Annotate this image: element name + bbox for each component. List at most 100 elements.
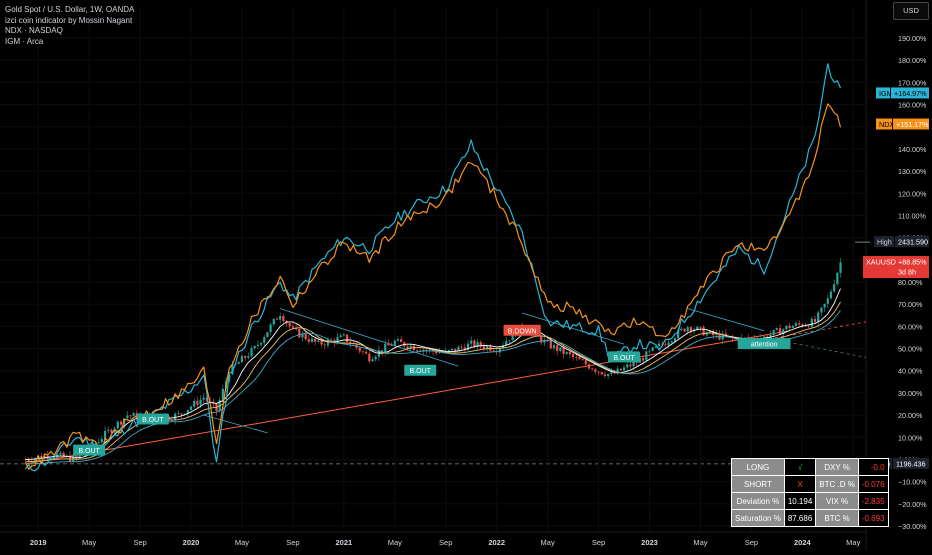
candle-body xyxy=(240,356,244,363)
candle-body xyxy=(836,272,839,285)
high-value-text: 2431.590 xyxy=(898,238,928,247)
candle-body xyxy=(435,351,438,354)
candle-body xyxy=(189,406,193,410)
candle-body xyxy=(314,338,317,342)
y-tick-label: 170.00% xyxy=(898,78,927,87)
candle-body xyxy=(661,343,664,345)
currency-button[interactable]: USD xyxy=(893,2,929,20)
candle-body xyxy=(333,339,336,343)
candle-body xyxy=(339,335,342,338)
candle-body xyxy=(193,400,196,407)
candle-body xyxy=(393,340,396,346)
candle-body xyxy=(807,325,810,327)
candle-body xyxy=(591,368,594,370)
x-tick-label: 2024 xyxy=(794,538,812,547)
candle-body xyxy=(584,360,587,365)
candle-body xyxy=(202,397,205,400)
candle-body xyxy=(810,318,813,327)
candle-body xyxy=(724,333,728,337)
candle-body xyxy=(205,397,209,402)
candle-body xyxy=(317,340,320,342)
candle-body xyxy=(368,353,371,362)
xauusd-value: +88.85% xyxy=(898,258,927,267)
candle-body xyxy=(320,340,323,345)
candle-body xyxy=(231,364,234,375)
candle-body xyxy=(263,337,266,343)
candle-body xyxy=(648,350,651,352)
candle-body xyxy=(374,356,377,360)
candle-body xyxy=(221,388,224,401)
y-tick-label: 140.00% xyxy=(898,145,927,154)
stats-btcd-value: -0.076 xyxy=(857,475,889,493)
candle-body xyxy=(59,452,62,455)
candle-body xyxy=(345,334,349,342)
low-value-text: 1196.436 xyxy=(896,459,925,468)
candle-body xyxy=(301,334,304,338)
candle-body xyxy=(705,332,708,336)
stats-btcd-label: BTC .D % xyxy=(815,475,859,493)
x-tick-label: Sep xyxy=(286,538,299,547)
legend-indicator-name[interactable]: izci coin indicator by Mossin Nagant xyxy=(5,15,133,25)
candle-body xyxy=(473,340,476,347)
candle-body xyxy=(587,364,591,369)
signal-label: B.OUT xyxy=(78,448,100,455)
candle-body xyxy=(183,413,186,415)
candle-body xyxy=(778,328,782,335)
x-tick-label: May xyxy=(541,538,555,547)
candle-body xyxy=(562,347,565,354)
y-tick-label: 50.00% xyxy=(898,345,923,354)
stats-row-long: LONG √ DXY % -0.0 xyxy=(731,458,889,476)
candle-body xyxy=(680,328,683,330)
candle-body xyxy=(298,329,301,338)
candle-body xyxy=(49,457,53,460)
stats-table: LONG √ DXY % -0.0 SHORT X BTC .D % -0.07… xyxy=(731,458,889,527)
y-tick-label: 110.00% xyxy=(898,211,926,220)
candle-body xyxy=(772,329,775,335)
candle-body xyxy=(352,343,355,345)
candle-body xyxy=(400,339,403,343)
stats-dxy-label: DXY % xyxy=(815,458,859,476)
candle-body xyxy=(365,351,368,354)
candle-body xyxy=(763,336,766,339)
candle-body xyxy=(775,328,778,330)
legend-symbol-title[interactable]: Gold Spot / U.S. Dollar, 1W, OANDA xyxy=(5,5,135,14)
ndx-value-text: +151.17% xyxy=(896,120,929,129)
x-tick-label: Sep xyxy=(745,538,758,547)
legend-igm[interactable]: IGM · Arca xyxy=(5,36,44,46)
candle-body xyxy=(826,298,829,304)
candle-body xyxy=(571,354,575,357)
trendline-resistance xyxy=(203,414,268,434)
candle-body xyxy=(24,459,27,461)
signal-label: B.OUT xyxy=(410,368,432,375)
candle-body xyxy=(186,409,189,414)
stats-long-check-icon: √ xyxy=(783,458,817,476)
candle-body xyxy=(629,364,632,367)
candle-body xyxy=(180,413,183,415)
candle-body xyxy=(116,421,119,429)
x-tick-label: 2021 xyxy=(336,538,353,547)
candle-body xyxy=(785,325,788,330)
candle-body xyxy=(486,346,489,349)
candle-body xyxy=(323,344,326,346)
candle-body xyxy=(384,343,387,353)
candle-body xyxy=(199,399,202,405)
candle-body xyxy=(686,327,689,332)
candle-body xyxy=(33,458,37,462)
candle-body xyxy=(683,328,686,332)
y-tick-label: −20.00% xyxy=(898,500,927,509)
chart-legend: Gold Spot / U.S. Dollar, 1W, OANDA izci … xyxy=(5,5,134,47)
x-tick-label: Sep xyxy=(592,538,605,547)
candle-body xyxy=(476,342,479,347)
candle-body xyxy=(498,347,501,353)
y-tick-label: 20.00% xyxy=(898,411,923,420)
signal-label: attention xyxy=(751,342,778,349)
candle-body xyxy=(463,347,466,351)
candle-body xyxy=(27,459,30,461)
candle-body xyxy=(107,429,110,431)
legend-ndx[interactable]: NDX · NASDAQ xyxy=(5,26,63,35)
candle-body xyxy=(823,303,826,308)
candle-body xyxy=(259,342,263,345)
stats-row-saturation: Saturation % 87.686 BTC % -0.693 xyxy=(731,509,889,527)
